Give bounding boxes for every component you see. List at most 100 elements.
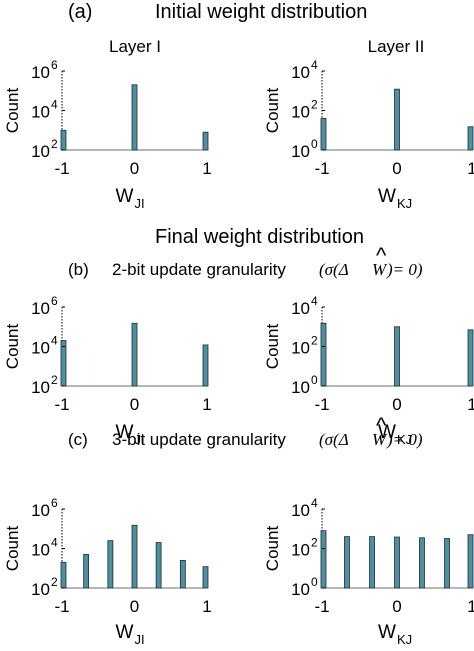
x-tick-label: 0: [392, 159, 401, 178]
y-tick-label: 10: [291, 142, 310, 161]
x-tick-label: -1: [54, 395, 69, 414]
condition-w: W: [372, 430, 388, 449]
histogram-bar: [60, 129, 67, 151]
y-axis-label: Count: [3, 324, 22, 370]
x-tick-label: 1: [202, 159, 211, 178]
histogram-bar: [467, 329, 474, 387]
x-tick-label: 1: [467, 597, 474, 616]
condition-w: W: [372, 260, 388, 279]
histogram-bar: [202, 131, 209, 151]
x-tick-label: 0: [392, 597, 401, 616]
panel-c-label: (c): [68, 430, 88, 449]
y-tick-exponent: 2: [51, 575, 58, 589]
x-tick-label: -1: [54, 159, 69, 178]
histogram-bar: [419, 537, 425, 589]
histogram-bar: [107, 540, 114, 589]
histogram-bar: [467, 126, 474, 151]
y-tick-label: 10: [31, 378, 50, 397]
y-tick-label: 10: [31, 501, 50, 520]
y-tick-exponent: 4: [311, 294, 318, 308]
x-axis-label: W: [378, 186, 396, 207]
histogram-bar: [202, 344, 209, 387]
condition-hat: ^: [376, 243, 387, 268]
histogram-bar: [131, 524, 138, 589]
x-tick-label: 1: [202, 395, 211, 414]
histogram-bar: [131, 322, 138, 387]
condition-hat: ^: [376, 413, 387, 438]
histogram-bar: [320, 117, 327, 151]
y-axis-label: Count: [3, 88, 22, 134]
panel-c-condition: (σ(Δ W ^ )= 0): [319, 413, 423, 449]
panel-b-text: 2-bit update granularity: [112, 260, 286, 279]
condition-left: (σ(Δ: [319, 260, 349, 279]
layer-2-title: Layer II: [368, 37, 425, 56]
x-tick-label: -1: [54, 597, 69, 616]
y-tick-exponent: 2: [51, 373, 58, 387]
x-axis-label: W: [378, 422, 396, 443]
histogram-bar: [394, 536, 400, 589]
x-axis-label-subscript: JI: [135, 632, 145, 647]
y-tick-label: 10: [31, 63, 50, 82]
histogram-bar: [179, 559, 186, 589]
y-tick-exponent: 6: [51, 58, 58, 72]
y-tick-exponent: 0: [311, 137, 318, 151]
panel-b-condition: (σ(Δ W ^ )= 0): [319, 243, 423, 279]
y-tick-label: 10: [291, 63, 310, 82]
x-axis-label-subscript: JI: [135, 432, 145, 447]
x-axis-label-subscript: KJ: [397, 432, 412, 447]
x-tick-label: 1: [467, 395, 474, 414]
panel-a-title: Initial weight distribution: [155, 1, 367, 23]
histogram-bar: [394, 88, 400, 151]
y-tick-exponent: 2: [311, 98, 318, 112]
y-tick-exponent: 4: [51, 334, 58, 348]
y-tick-label: 10: [291, 103, 310, 122]
panel-b-label: (b): [68, 260, 89, 279]
y-tick-exponent: 2: [51, 137, 58, 151]
panel-c-text: 3-bit update granularity: [112, 430, 286, 449]
x-tick-label: -1: [314, 159, 329, 178]
y-tick-exponent: 4: [51, 536, 58, 550]
y-tick-exponent: 0: [311, 575, 318, 589]
y-tick-exponent: 4: [51, 98, 58, 112]
y-axis-label: Count: [3, 526, 22, 572]
layer-1-title: Layer I: [109, 37, 161, 56]
histogram-bar: [155, 542, 162, 589]
x-axis-label-subscript: KJ: [397, 196, 412, 211]
y-tick-label: 10: [31, 541, 50, 560]
histogram-bar: [60, 340, 67, 387]
histogram-bar: [202, 566, 209, 589]
y-tick-label: 10: [31, 339, 50, 358]
condition-right: )= 0): [386, 260, 423, 279]
condition-right: )= 0): [386, 430, 423, 449]
x-axis-label-subscript: KJ: [397, 632, 412, 647]
y-axis-label: Count: [263, 526, 282, 572]
histogram-bar: [83, 554, 90, 589]
histogram-bar: [467, 534, 474, 589]
y-tick-label: 10: [291, 299, 310, 318]
y-tick-label: 10: [31, 103, 50, 122]
x-axis-label: W: [116, 422, 134, 443]
y-tick-exponent: 4: [311, 496, 318, 510]
y-tick-label: 10: [291, 580, 310, 599]
y-tick-label: 10: [31, 580, 50, 599]
y-tick-label: 10: [31, 299, 50, 318]
y-tick-exponent: 6: [51, 496, 58, 510]
y-tick-exponent: 6: [51, 294, 58, 308]
histogram-bar: [131, 84, 138, 151]
y-tick-exponent: 4: [311, 58, 318, 72]
y-tick-exponent: 2: [311, 334, 318, 348]
histogram-bar: [369, 536, 375, 589]
panel-a-label: (a): [68, 1, 92, 23]
histogram-bar: [320, 322, 327, 387]
histogram-bar: [344, 536, 350, 589]
x-tick-label: 0: [130, 159, 139, 178]
x-tick-label: -1: [314, 597, 329, 616]
